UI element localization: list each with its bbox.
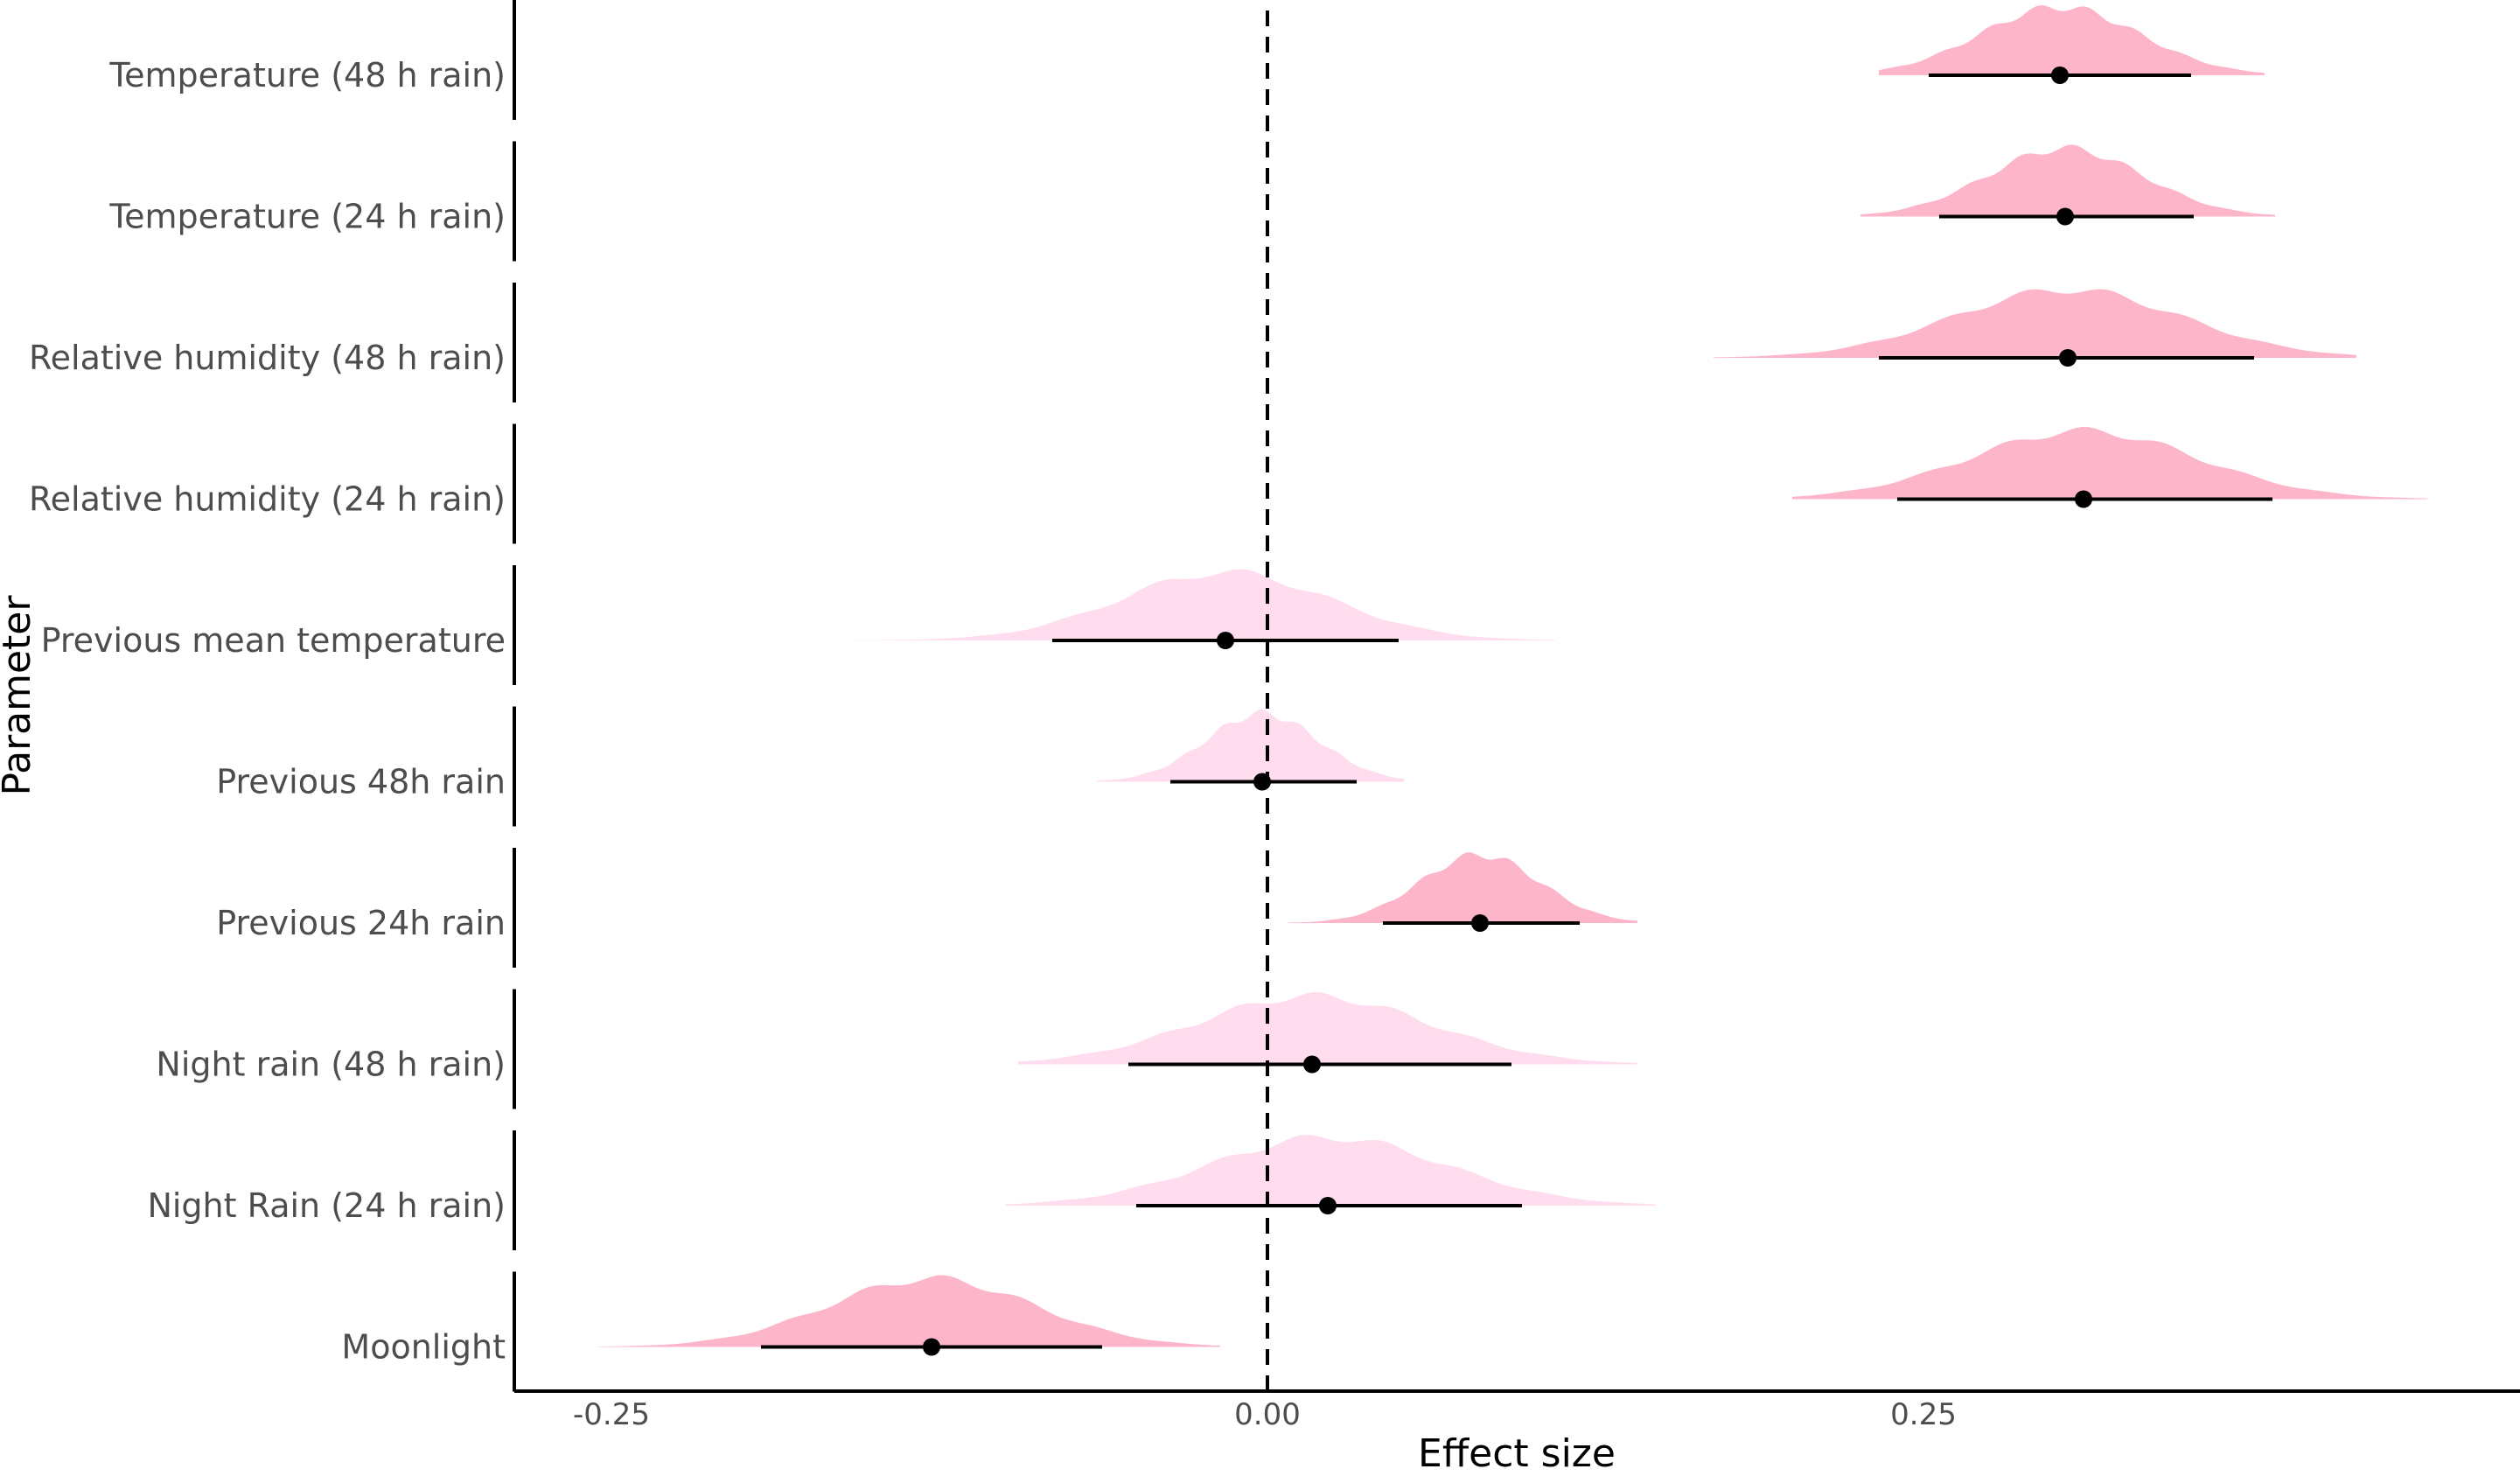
density-curve <box>1792 427 2427 500</box>
x-tick-label: 0.25 <box>1890 1397 1957 1432</box>
y-tick-label: Night Rain (24 h rain) <box>147 1186 506 1225</box>
point-estimate <box>2075 490 2092 508</box>
point-estimate <box>1217 632 1234 649</box>
y-axis: Temperature (48 h rain) Temperature (24 h… <box>29 0 516 1392</box>
density-curve <box>1005 1135 1656 1206</box>
y-tick-label: Previous 48h rain <box>216 763 506 801</box>
x-axis-title: Effect size <box>1418 1431 1616 1476</box>
interval-layer <box>761 66 2272 1356</box>
density-layer <box>598 5 2427 1347</box>
y-tick-label: Previous mean temperature <box>41 621 506 660</box>
x-axis: -0.25 0.00 0.25 <box>514 1389 2520 1432</box>
y-tick-label: Night rain (48 h rain) <box>156 1046 506 1084</box>
density-curve <box>1879 5 2265 75</box>
point-estimate <box>2051 66 2069 84</box>
y-tick-label: Relative humidity (24 h rain) <box>29 480 506 519</box>
density-curve <box>1714 289 2356 358</box>
point-estimate <box>2056 207 2074 226</box>
x-tick-label: -0.25 <box>573 1397 650 1432</box>
y-tick-label: Previous 24h rain <box>216 904 506 942</box>
density-curve <box>1288 852 1637 923</box>
point-estimate <box>923 1338 940 1356</box>
density-curve <box>598 1275 1220 1347</box>
y-tick-label: Relative humidity (48 h rain) <box>29 339 506 377</box>
y-tick-label: Moonlight <box>341 1328 506 1367</box>
point-estimate <box>1303 1055 1321 1074</box>
density-curve <box>848 569 1556 640</box>
y-axis-title: Parameter <box>0 595 39 796</box>
y-tick-label: Temperature (24 h rain) <box>108 198 506 236</box>
density-curve <box>1018 992 1637 1065</box>
y-tick-label: Temperature (48 h rain) <box>108 56 506 94</box>
point-estimate <box>1253 773 1271 791</box>
density-curve <box>1860 144 2275 217</box>
point-estimate <box>1471 914 1489 932</box>
x-tick-label: 0.00 <box>1234 1397 1301 1432</box>
density-curve <box>1097 709 1404 782</box>
point-estimate <box>1319 1197 1337 1214</box>
point-estimate <box>2059 349 2077 367</box>
